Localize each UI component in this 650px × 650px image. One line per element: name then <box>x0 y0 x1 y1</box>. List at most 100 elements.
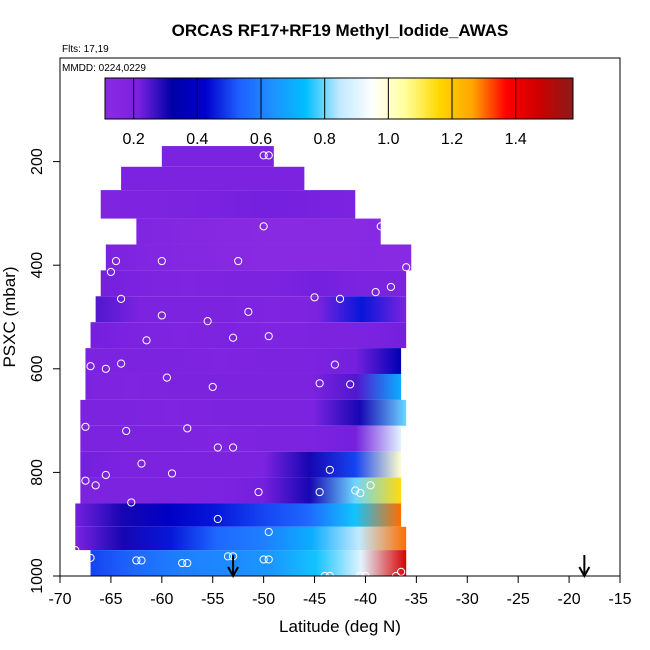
sample-point <box>157 311 166 320</box>
heatmap-band <box>136 218 381 245</box>
colorbar-tick-label: 1.0 <box>377 131 399 148</box>
colorbar-gradient <box>104 77 574 120</box>
sample-point <box>137 556 146 565</box>
location-marker-arrow <box>578 555 591 579</box>
sample-point <box>234 256 243 266</box>
x-tick-label: -65 <box>99 591 122 608</box>
heatmap-band <box>100 190 356 219</box>
colorbar-tick-label: 0.6 <box>250 131 272 148</box>
heatmap-band <box>90 322 407 349</box>
x-tick-label: -40 <box>354 591 377 608</box>
heatmap-band <box>80 425 402 452</box>
chart-title: ORCAS RF17+RF19 Methyl_Iodide_AWAS <box>172 21 509 40</box>
y-axis-label: PSXC (mbar) <box>0 266 19 367</box>
sample-point <box>254 487 263 497</box>
sample-point <box>183 424 192 433</box>
x-tick-label: -70 <box>48 591 71 608</box>
sample-point <box>208 382 217 392</box>
sample-point <box>213 514 222 524</box>
date-label: MMDD: 0224,0229 <box>62 63 146 74</box>
heatmap-band <box>100 270 407 297</box>
sample-point <box>122 426 131 436</box>
sample-point <box>101 364 110 373</box>
sample-point <box>366 481 375 490</box>
heatmap-band <box>75 526 407 551</box>
sample-point <box>71 546 80 555</box>
sample-point <box>132 556 141 565</box>
sample-point <box>325 465 334 474</box>
heatmap-band <box>161 146 274 167</box>
heatmap-band <box>80 451 402 478</box>
x-axis: -70 -65 -60 -55 -50 -45 -40 -35 -30 -25 -20 -15 <box>48 575 632 608</box>
sample-point <box>315 487 324 497</box>
sample-point <box>259 151 268 160</box>
colorbar-tick-label: 1.4 <box>505 131 527 148</box>
sample-point <box>376 222 385 231</box>
sample-point <box>167 469 177 478</box>
sample-point <box>264 151 273 160</box>
sample-point <box>116 294 126 303</box>
flights-label: Flts: 17,19 <box>62 44 109 55</box>
x-axis-label: Latitude (deg N) <box>279 617 401 636</box>
x-tick-label: -55 <box>201 591 224 608</box>
sample-point <box>223 552 233 561</box>
x-tick-label: -35 <box>405 591 428 608</box>
heatmap-band <box>85 348 402 374</box>
sample-point <box>86 362 95 371</box>
heatmap-band <box>90 550 407 576</box>
sample-point <box>244 307 253 316</box>
heatmap-layer <box>75 146 412 576</box>
sample-point <box>346 380 355 389</box>
sample-point <box>228 443 238 452</box>
colorbar-tick-label: 0.4 <box>186 131 208 148</box>
sample-point <box>91 481 100 490</box>
x-tick-label: -15 <box>608 591 631 608</box>
y-tick-label: 1000 <box>29 558 46 594</box>
sample-point <box>351 486 360 495</box>
sample-point <box>371 288 380 297</box>
sample-point <box>356 489 365 498</box>
heatmap-band <box>121 166 305 191</box>
sample-point <box>203 317 212 326</box>
x-tick-label: -50 <box>252 591 275 608</box>
sample-point <box>116 359 126 368</box>
colorbar: 0.2 0.4 0.6 0.8 1.0 1.2 1.4 <box>104 77 574 148</box>
sample-point <box>274 151 284 160</box>
sample-point <box>81 422 90 431</box>
samples-layer <box>71 151 411 581</box>
colorbar-tick-label: 1.2 <box>441 131 463 148</box>
heatmap-band <box>75 503 402 527</box>
sample-point <box>228 333 238 342</box>
sample-point <box>86 553 95 562</box>
x-tick-label: -45 <box>303 591 326 608</box>
y-tick-label: 600 <box>29 355 46 382</box>
sample-point <box>142 336 151 345</box>
sample-point <box>111 256 121 266</box>
sample-point <box>330 360 340 369</box>
heatmap-band <box>80 399 407 426</box>
y-tick-label: 200 <box>29 148 46 175</box>
sample-point <box>178 558 187 568</box>
sample-point <box>284 151 294 160</box>
colorbar-tick-label: 0.8 <box>314 131 336 148</box>
x-tick-label: -60 <box>150 591 173 608</box>
sample-point <box>396 567 406 576</box>
sample-point <box>264 527 273 537</box>
sample-point <box>106 267 116 277</box>
heatmap-band <box>80 477 402 504</box>
sample-point <box>315 379 324 388</box>
heatmap-band <box>105 244 412 271</box>
sample-point <box>157 256 166 266</box>
sample-point <box>101 470 110 480</box>
sample-point <box>213 443 222 452</box>
x-tick-label: -20 <box>558 591 581 608</box>
sample-point <box>259 555 268 564</box>
sample-point <box>183 558 192 568</box>
sample-point <box>137 459 146 468</box>
y-tick-label: 400 <box>29 252 46 279</box>
colorbar-tick-label: 0.2 <box>123 131 145 148</box>
sample-point <box>310 293 319 302</box>
sample-point <box>162 373 172 382</box>
sample-point <box>259 222 268 231</box>
